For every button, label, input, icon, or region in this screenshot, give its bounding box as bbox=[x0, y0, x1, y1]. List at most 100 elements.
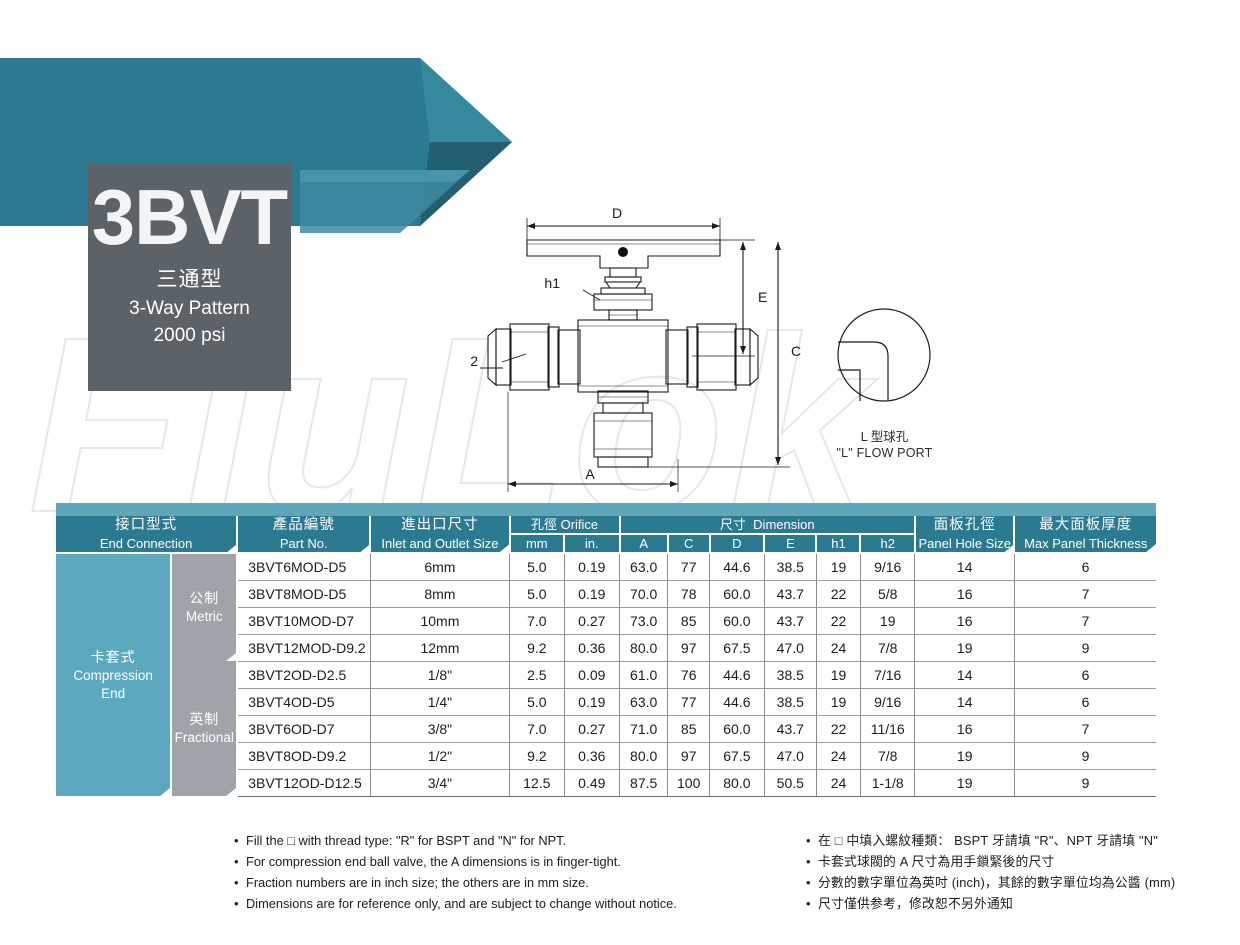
header-orifice-mm: mm bbox=[509, 534, 566, 554]
cell-orifice-mm: 7.0 bbox=[509, 607, 565, 635]
table-row: 3BVT8MOD-D5 8mm 5.0 0.19 70.0 78 60.0 43.7 22 5/8… bbox=[56, 580, 1156, 608]
cell-part-no: 3BVT6OD-D7 bbox=[237, 715, 371, 743]
group-fractional: 英制 Fractional bbox=[171, 661, 237, 796]
cell-panel-hole: 19 bbox=[914, 634, 1015, 662]
cell-D: 60.0 bbox=[709, 580, 765, 608]
cell-D: 67.5 bbox=[709, 634, 765, 662]
product-code: 3BVT bbox=[91, 173, 288, 261]
cell-inlet-outlet-size: 3/8" bbox=[370, 715, 511, 743]
flow-port-label-en: "L" FLOW PORT bbox=[836, 446, 933, 460]
table-row: 3BVT10MOD-D7 10mm 7.0 0.27 73.0 85 60.0 43.7 22 1… bbox=[56, 607, 1156, 635]
product-title-plate: 3BVT 三通型 3-Way Pattern 2000 psi bbox=[88, 163, 291, 391]
cell-h1: 24 bbox=[816, 742, 861, 770]
table-row: 3BVT8OD-D9.2 1/2" 9.2 0.36 80.0 97 67.5 47.0 24 7… bbox=[56, 742, 1156, 770]
cell-D: 44.6 bbox=[709, 661, 765, 689]
cell-inlet-outlet-size: 1/8" bbox=[370, 661, 511, 689]
cell-max-panel: 6 bbox=[1014, 661, 1156, 689]
cell-E: 43.7 bbox=[764, 607, 817, 635]
cell-part-no: 3BVT12OD-D12.5 bbox=[237, 769, 371, 797]
cell-max-panel: 7 bbox=[1014, 607, 1156, 635]
notes-english: Fill the □ with thread type: "R" for BSP… bbox=[234, 830, 677, 914]
table-row: 英制 Fractional 3BVT2OD-D2.5 1/8" 2.5 0.09 61.0 7… bbox=[56, 661, 1156, 688]
table-row: 3BVT12OD-D12.5 3/4" 12.5 0.49 87.5 100 80.0 50.… bbox=[56, 769, 1156, 797]
header-max-panel-thickness: 最大面板厚度 Max Panel Thickness bbox=[1014, 516, 1156, 553]
cell-A: 87.5 bbox=[619, 769, 669, 797]
note-item: Dimensions are for reference only, and a… bbox=[234, 893, 677, 914]
header-dim-h2: h2 bbox=[860, 534, 916, 554]
cell-inlet-outlet-size: 1/2" bbox=[370, 742, 511, 770]
cell-h1: 22 bbox=[816, 715, 861, 743]
header-dim-c: C bbox=[667, 534, 711, 554]
cell-C: 97 bbox=[667, 634, 711, 662]
cell-E: 47.0 bbox=[764, 634, 817, 662]
cell-h1: 24 bbox=[816, 769, 861, 797]
cell-orifice-in: 0.49 bbox=[564, 769, 621, 797]
cell-h1: 19 bbox=[816, 688, 861, 716]
cell-h2: 7/8 bbox=[860, 634, 916, 662]
group-compression-end: 卡套式 Compression End bbox=[56, 553, 171, 796]
note-item: Fill the □ with thread type: "R" for BSP… bbox=[234, 830, 677, 851]
cell-h2: 5/8 bbox=[860, 580, 916, 608]
flow-port-diagram: L 型球孔 "L" FLOW PORT bbox=[822, 300, 947, 461]
cell-inlet-outlet-size: 3/4" bbox=[370, 769, 511, 797]
flow-port-label-zh: L 型球孔 bbox=[860, 430, 909, 444]
cell-max-panel: 7 bbox=[1014, 580, 1156, 608]
note-item: 卡套式球閥的 A 尺寸為用手鎖緊後的尺寸 bbox=[806, 851, 1175, 872]
table-row: 卡套式 Compression End 公制 Metric 3BVT6MOD-D5 6mm 5… bbox=[56, 553, 1156, 580]
cell-orifice-mm: 9.2 bbox=[509, 742, 565, 770]
product-title-zh: 三通型 bbox=[156, 268, 223, 291]
cell-E: 38.5 bbox=[764, 661, 817, 689]
header-orifice: 孔徑 Orifice bbox=[509, 516, 621, 535]
header-dim-h1: h1 bbox=[816, 534, 862, 554]
table-row: 3BVT6OD-D7 3/8" 7.0 0.27 71.0 85 60.0 43.7 22 11/… bbox=[56, 715, 1156, 743]
cell-A: 73.0 bbox=[619, 607, 669, 635]
cell-C: 85 bbox=[667, 607, 711, 635]
cell-orifice-mm: 7.0 bbox=[509, 715, 565, 743]
cell-D: 60.0 bbox=[709, 607, 765, 635]
cell-h2: 1-1/8 bbox=[860, 769, 916, 797]
cell-A: 61.0 bbox=[619, 661, 669, 689]
cell-orifice-in: 0.19 bbox=[564, 553, 621, 581]
header-dim-e: E bbox=[764, 534, 818, 554]
cell-h2: 9/16 bbox=[860, 553, 916, 581]
cell-part-no: 3BVT8OD-D9.2 bbox=[237, 742, 371, 770]
dim-label-h2: h2 bbox=[470, 353, 478, 369]
cell-h1: 24 bbox=[816, 634, 861, 662]
cell-panel-hole: 14 bbox=[914, 688, 1015, 716]
cell-orifice-in: 0.36 bbox=[564, 742, 621, 770]
cell-panel-hole: 16 bbox=[914, 580, 1015, 608]
cell-orifice-mm: 2.5 bbox=[509, 661, 565, 689]
cell-C: 77 bbox=[667, 688, 711, 716]
cell-orifice-in: 0.19 bbox=[564, 580, 621, 608]
header-orifice-in: in. bbox=[564, 534, 621, 554]
cell-orifice-in: 0.27 bbox=[564, 715, 621, 743]
dim-label-e: E bbox=[758, 289, 767, 305]
cell-C: 85 bbox=[667, 715, 711, 743]
dim-label-h1: h1 bbox=[544, 275, 560, 291]
cell-A: 63.0 bbox=[619, 688, 669, 716]
cell-max-panel: 6 bbox=[1014, 688, 1156, 716]
cell-part-no: 3BVT2OD-D2.5 bbox=[237, 661, 371, 689]
cell-E: 38.5 bbox=[764, 688, 817, 716]
header-dim-d: D bbox=[709, 534, 766, 554]
cell-max-panel: 6 bbox=[1014, 553, 1156, 581]
cell-max-panel: 9 bbox=[1014, 769, 1156, 797]
note-item: 尺寸僅供参考，修改恕不另外通知 bbox=[806, 893, 1175, 914]
cell-h1: 19 bbox=[816, 553, 861, 581]
cell-orifice-in: 0.27 bbox=[564, 607, 621, 635]
cell-h2: 11/16 bbox=[860, 715, 916, 743]
cell-A: 71.0 bbox=[619, 715, 669, 743]
cell-panel-hole: 14 bbox=[914, 553, 1015, 581]
header-dimension: 尺寸 Dimension bbox=[619, 516, 916, 535]
cell-E: 50.5 bbox=[764, 769, 817, 797]
cell-E: 38.5 bbox=[764, 553, 817, 581]
note-item: 在 □ 中填入螺紋種類： BSPT 牙請填 "R"、NPT 牙請填 "N" bbox=[806, 830, 1175, 851]
cell-D: 80.0 bbox=[709, 769, 765, 797]
cell-inlet-outlet-size: 10mm bbox=[370, 607, 511, 635]
cell-A: 80.0 bbox=[619, 634, 669, 662]
notes-chinese: 在 □ 中填入螺紋種類： BSPT 牙請填 "R"、NPT 牙請填 "N" 卡套… bbox=[806, 830, 1175, 914]
cell-A: 70.0 bbox=[619, 580, 669, 608]
cell-part-no: 3BVT6MOD-D5 bbox=[237, 553, 371, 581]
table-top-accent-bar bbox=[56, 503, 1156, 516]
